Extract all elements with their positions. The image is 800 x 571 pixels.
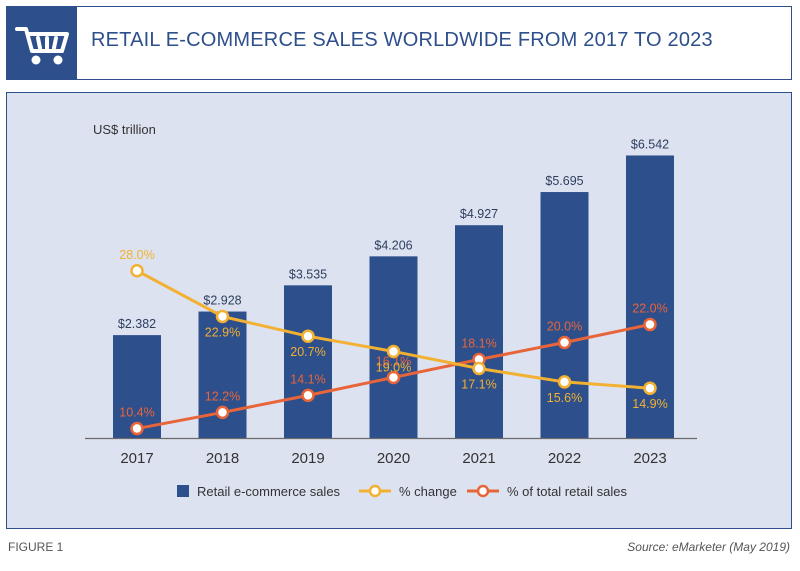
share-point: [301, 388, 315, 403]
x-tick-label: 2018: [206, 450, 239, 467]
shopping-cart-icon: [7, 7, 77, 79]
share-point: [386, 370, 401, 385]
change-value-label: 22.9%: [205, 325, 240, 339]
bar-value-label: $2.382: [118, 317, 156, 331]
x-tick-label: 2020: [377, 450, 410, 467]
x-tick-label: 2019: [291, 450, 324, 467]
share-point: [557, 335, 572, 350]
share-value-label: 10.4%: [119, 406, 154, 420]
change-value-label: 15.6%: [547, 391, 582, 405]
change-value-label: 17.1%: [461, 377, 496, 391]
share-value-label: 22.0%: [632, 302, 667, 316]
bar-2019: [284, 285, 332, 438]
bar-value-label: $4.206: [374, 238, 412, 252]
legend-bar-label: Retail e-commerce sales: [197, 484, 341, 499]
combo-chart: US$ trillion $2.382 $2.928 $3.535 $4.206 $4.9…: [85, 122, 697, 499]
figure-label: FIGURE 1: [8, 540, 64, 554]
share-value-label: 18.1%: [461, 337, 496, 351]
bar-value-label: $2.928: [203, 294, 241, 308]
chart-title: RETAIL E-COMMERCE SALES WORLDWIDE FROM 2…: [91, 29, 713, 51]
x-tick-label: 2022: [548, 450, 581, 467]
change-point: [643, 381, 657, 395]
bar-2022: [540, 192, 589, 438]
legend-change-label: % change: [399, 484, 457, 499]
x-tick-label: 2021: [462, 450, 495, 467]
change-value-label: 28.0%: [119, 248, 154, 262]
change-point: [130, 264, 144, 278]
source-note: Source: eMarketer (May 2019): [627, 540, 790, 554]
change-point: [301, 329, 315, 343]
share-point: [215, 405, 230, 420]
legend-bar-swatch: [177, 485, 189, 497]
share-value-label: 16.1%: [376, 354, 411, 368]
bar-value-label: $6.542: [631, 137, 669, 151]
change-point: [386, 344, 401, 359]
bar-value-label: $3.535: [289, 267, 327, 281]
change-value-label: 19.0%: [376, 360, 411, 374]
share-value-label: 14.1%: [290, 372, 325, 386]
change-value-label: 20.7%: [290, 345, 325, 359]
share-point: [130, 421, 144, 436]
share-point: [643, 317, 657, 332]
x-tick-label: 2023: [633, 450, 666, 467]
legend-share-marker: [476, 484, 490, 498]
legend-change-marker: [368, 484, 382, 498]
change-point: [472, 361, 486, 376]
bar-2017: [113, 335, 161, 438]
x-tick-label: 2017: [120, 450, 153, 467]
chart-header: RETAIL E-COMMERCE SALES WORLDWIDE FROM 2…: [6, 6, 792, 80]
share-value-label: 20.0%: [547, 319, 582, 333]
bar-2021: [455, 225, 503, 438]
change-value-label: 14.9%: [632, 397, 667, 411]
y-axis-label: US$ trillion: [93, 122, 156, 137]
bar-2023: [626, 155, 674, 438]
change-point: [215, 309, 230, 324]
share-value-label: 12.2%: [205, 389, 240, 403]
legend-share-label: % of total retail sales: [507, 484, 627, 499]
chart-panel: US$ trillion $2.382 $2.928 $3.535 $4.206 $4.9…: [6, 92, 792, 529]
bar-value-label: $4.927: [460, 207, 498, 221]
change-point: [557, 375, 572, 389]
bar-value-label: $5.695: [545, 174, 583, 188]
